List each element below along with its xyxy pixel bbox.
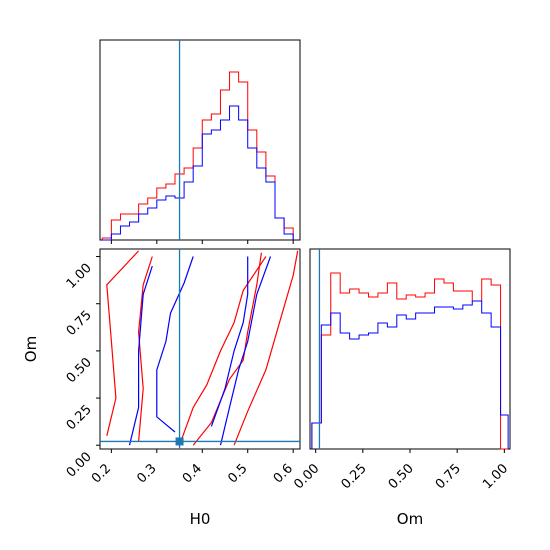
h0-histogram-frame [99,39,301,241]
om-xtick-label-3: 0.75 [433,461,464,492]
h0-histogram-series-red [101,71,294,240]
om-xtick-label-2: 0.50 [386,461,417,492]
x-axis-label-h0: H0 [190,510,211,528]
contour-ytick-label-3: 0.75 [64,308,95,339]
contour-red-1 [137,256,153,442]
contour-lines [106,250,299,446]
truth-marker [175,437,184,446]
contour-xtick-label-1: 0.3 [134,461,159,486]
om-histogram-series-red [311,272,509,450]
om-xtick-label-1: 0.25 [339,461,370,492]
om-xtick-label-0: 0.00 [291,461,322,492]
contour-ytick-label-4: 1.00 [64,261,95,292]
h0-histogram-panel [99,39,301,244]
contour-xtick-label-3: 0.5 [225,461,250,486]
contour-xtick-label-0: 0.2 [89,461,114,486]
om-xtick-label-4: 1.00 [480,461,511,492]
x-axis-label-om: Om [397,510,423,528]
contour-red-3 [233,250,299,446]
contour-blue-3 [210,256,249,427]
contour-blue-0 [128,265,153,446]
h0-om-contour-panel: 0.2 0.3 0.4 0.5 0.60.000.250.500.751.00 [64,248,301,486]
contour-ytick-label-2: 0.50 [64,355,95,386]
y-axis-label-om: Om [22,336,40,362]
contour-frame [99,248,301,450]
contour-blue-2 [219,256,272,446]
contour-blue-1 [156,256,194,433]
contour-xtick-label-2: 0.4 [180,461,205,486]
contour-red-4 [192,252,262,446]
contour-red-2 [178,256,267,446]
h0-histogram-series-blue [102,105,294,241]
contour-ytick-label-1: 0.25 [64,402,95,433]
om-histogram-series-blue [311,300,509,449]
contour-red-0 [106,250,140,436]
om-histogram-panel: 0.00 0.25 0.50 0.75 1.00 [291,248,511,492]
